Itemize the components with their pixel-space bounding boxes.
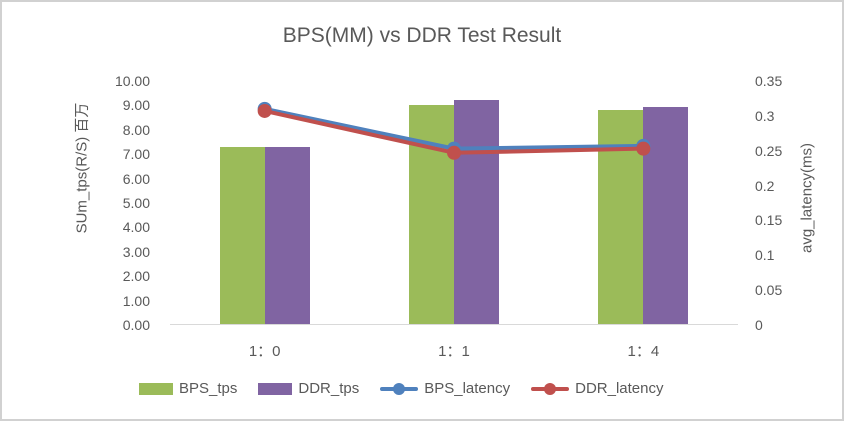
left-axis-ticks: 10.00 9.00 8.00 7.00 6.00 5.00 4.00 3.00 2.00 1.0… — [2, 74, 150, 332]
marker-DDR_latency — [636, 141, 651, 156]
marker-DDR_latency — [447, 145, 461, 160]
legend-item-DDR_latency: DDR_latency — [531, 380, 664, 397]
bar-DDR_tps — [454, 100, 499, 324]
right-axis-tick-label: 0.25 — [755, 142, 783, 159]
legend-label: DDR_latency — [575, 380, 664, 397]
bar-DDR_tps — [264, 147, 310, 324]
left-axis-tick-label: 7.00 — [122, 146, 150, 163]
left-axis-tick-label: 8.00 — [122, 121, 150, 138]
left-axis-tick-label: 1.00 — [122, 292, 150, 309]
left-axis-tick-label: 2.00 — [122, 268, 150, 285]
legend-bar-swatch-icon — [258, 382, 293, 395]
right-axis-tick-label: 0.05 — [755, 282, 783, 299]
legend: BPS_tps DDR_tps BPS_latency DDR_latency — [139, 380, 664, 397]
legend-label: BPS_latency — [424, 380, 511, 397]
legend-label: BPS_tps — [179, 380, 238, 397]
right-axis-ticks: 0.35 0.3 0.25 0.2 0.15 0.1 0.05 0 — [755, 74, 825, 332]
plot-area — [170, 81, 738, 325]
bar-DDR_tps — [643, 107, 689, 324]
legend-line-marker-swatch-icon — [380, 382, 419, 395]
right-axis-tick-label: 0.1 — [755, 247, 775, 264]
legend-item-BPS_tps: BPS_tps — [139, 380, 237, 397]
legend-label: DDR_tps — [298, 380, 360, 397]
left-axis-tick-label: 9.00 — [122, 97, 150, 114]
left-axis-tick-label: 0.00 — [122, 317, 150, 333]
right-axis-tick-label: 0.35 — [755, 73, 783, 89]
x-axis-category-label: 1：4 — [627, 343, 660, 360]
right-axis-tick-label: 0.15 — [755, 212, 783, 229]
marker-DDR_latency — [257, 103, 272, 118]
right-axis-tick-label: 0.2 — [755, 177, 775, 194]
left-axis-tick-label: 6.00 — [122, 170, 150, 187]
left-axis-tick-label: 4.00 — [122, 219, 150, 236]
legend-bar-swatch-icon — [139, 382, 173, 395]
x-axis-category-label: 1：0 — [248, 343, 281, 360]
left-axis-tick-label: 5.00 — [122, 195, 150, 211]
chart-title: BPS(MM) vs DDR Test Result — [282, 24, 562, 47]
legend-item-DDR_tps: DDR_tps — [258, 380, 359, 397]
legend-item-BPS_latency: BPS_latency — [380, 380, 510, 397]
legend-line-marker-swatch-icon — [531, 382, 570, 395]
right-axis-tick-label: 0 — [755, 317, 763, 333]
x-axis-category-label: 1：1 — [438, 343, 470, 360]
line-series-layer — [257, 101, 651, 160]
left-axis-tick-label: 3.00 — [122, 243, 150, 260]
left-axis-tick-label: 10.00 — [114, 73, 150, 89]
x-axis-ticks: 1：0 1：1 1：4 — [170, 340, 738, 360]
bar-BPS_tps — [219, 147, 265, 324]
right-axis-tick-label: 0.3 — [755, 107, 775, 124]
